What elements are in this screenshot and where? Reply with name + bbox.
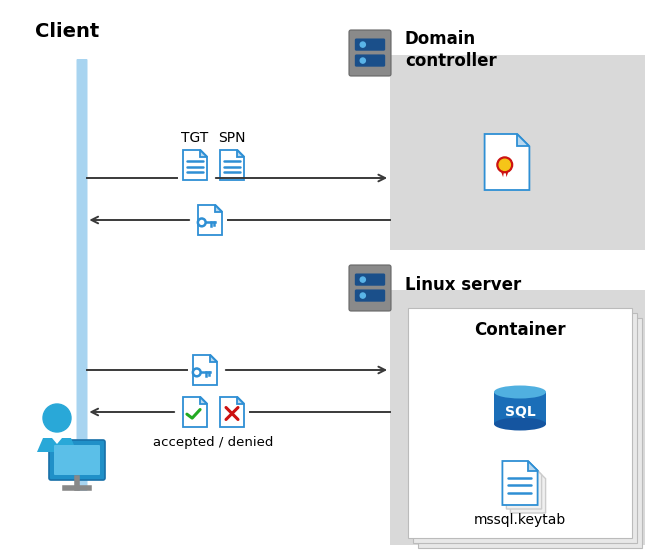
Polygon shape (201, 150, 207, 157)
Polygon shape (506, 465, 542, 509)
Polygon shape (183, 150, 207, 180)
FancyBboxPatch shape (349, 30, 391, 76)
FancyBboxPatch shape (49, 440, 105, 480)
Polygon shape (238, 397, 244, 403)
Polygon shape (201, 397, 207, 403)
FancyBboxPatch shape (349, 265, 391, 311)
Polygon shape (484, 134, 529, 190)
Text: mssql.keytab: mssql.keytab (474, 513, 566, 527)
Text: accepted / denied: accepted / denied (153, 436, 274, 449)
Text: TGT: TGT (182, 131, 209, 145)
Text: Domain
controller: Domain controller (405, 30, 497, 70)
FancyBboxPatch shape (77, 59, 88, 491)
FancyBboxPatch shape (408, 308, 632, 538)
Polygon shape (220, 150, 244, 180)
FancyBboxPatch shape (418, 318, 642, 548)
Polygon shape (528, 461, 538, 471)
FancyBboxPatch shape (355, 290, 385, 302)
Circle shape (360, 42, 366, 47)
Polygon shape (193, 355, 217, 385)
FancyBboxPatch shape (54, 445, 100, 475)
Text: Linux server: Linux server (405, 276, 521, 294)
Polygon shape (494, 392, 546, 424)
Circle shape (497, 157, 513, 172)
Polygon shape (215, 205, 222, 211)
Polygon shape (502, 461, 538, 505)
Circle shape (499, 159, 510, 170)
FancyBboxPatch shape (413, 313, 637, 543)
Polygon shape (52, 438, 62, 444)
Polygon shape (220, 397, 244, 427)
Text: Container: Container (474, 321, 566, 339)
Polygon shape (183, 397, 207, 427)
FancyBboxPatch shape (390, 55, 645, 250)
Circle shape (360, 277, 366, 282)
FancyBboxPatch shape (355, 55, 385, 66)
Polygon shape (238, 150, 244, 157)
Circle shape (360, 58, 366, 63)
Polygon shape (517, 134, 529, 146)
Polygon shape (499, 166, 505, 177)
Text: SPN: SPN (218, 131, 246, 145)
FancyBboxPatch shape (355, 39, 385, 51)
Ellipse shape (494, 386, 546, 398)
Ellipse shape (494, 417, 546, 431)
FancyBboxPatch shape (390, 290, 645, 545)
Circle shape (43, 404, 71, 432)
Polygon shape (198, 205, 222, 235)
Polygon shape (211, 355, 217, 362)
Polygon shape (510, 469, 546, 513)
FancyBboxPatch shape (355, 273, 385, 286)
Text: SQL: SQL (505, 405, 535, 419)
Polygon shape (37, 438, 77, 452)
Polygon shape (505, 166, 510, 177)
Circle shape (360, 293, 366, 298)
Text: Client: Client (35, 22, 99, 41)
